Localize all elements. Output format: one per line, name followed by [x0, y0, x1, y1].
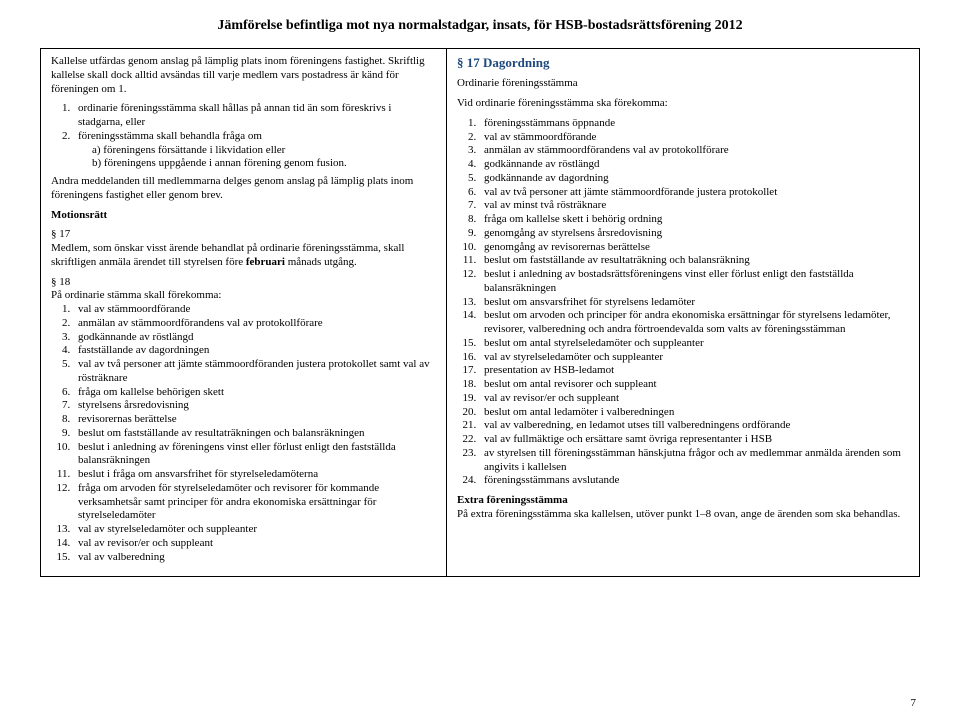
- page-title: Jämförelse befintliga mot nya normalstad…: [40, 18, 920, 34]
- list-item: val av revisor/er och suppleant: [479, 392, 909, 406]
- list-item: revisorernas berättelse: [73, 413, 436, 427]
- right-list: föreningsstämmans öppnandeval av stämmoo…: [457, 117, 909, 488]
- list-item: val av stämmoordförande: [73, 303, 436, 317]
- list-item: godkännande av dagordning: [479, 172, 909, 186]
- list-item: val av valberedning, en ledamot utses ti…: [479, 419, 909, 433]
- list-item: anmälan av stämmoordförandens val av pro…: [73, 317, 436, 331]
- list-item: föreningsstämmans öppnande: [479, 117, 909, 131]
- section-17: § 17 Medlem, som önskar visst ärende beh…: [51, 228, 436, 269]
- section-heading-motionsratt: Motionsrätt: [51, 209, 436, 223]
- list-item: anmälan av stämmoordförandens val av pro…: [479, 144, 909, 158]
- left-list-1: ordinarie föreningsstämma skall hållas p…: [51, 102, 436, 171]
- list-item: val av revisor/er och suppleant: [73, 537, 436, 551]
- left-p2: Andra meddelanden till medlemmarna delge…: [51, 175, 436, 203]
- list-item: föreningsstämmans avslutande: [479, 474, 909, 488]
- list-item: val av minst två rösträknare: [479, 199, 909, 213]
- list-item: beslut i anledning av föreningens vinst …: [73, 441, 436, 469]
- right-column: § 17 Dagordning Ordinarie föreningsstämm…: [447, 49, 919, 576]
- list-item: val av två personer att jämte stämmoordf…: [479, 186, 909, 200]
- list-item: fastställande av dagordningen: [73, 344, 436, 358]
- list-item: fråga om kallelse behörigen skett: [73, 386, 436, 400]
- section-18-lead: § 18 På ordinarie stämma skall förekomma…: [51, 276, 436, 304]
- extra-text: På extra föreningsstämma ska kallelsen, …: [457, 508, 900, 520]
- list-item: beslut om antal revisorer och suppleant: [479, 378, 909, 392]
- list-item: föreningsstämma skall behandla fråga om …: [73, 130, 436, 171]
- list-item: genomgång av styrelsens årsredovisning: [479, 227, 909, 241]
- list-item: presentation av HSB-ledamot: [479, 364, 909, 378]
- right-title: § 17 Dagordning: [457, 55, 909, 71]
- list-item: av styrelsen till föreningsstämman hänsk…: [479, 447, 909, 475]
- list-item: beslut om fastställande av resultaträkni…: [479, 254, 909, 268]
- list-item: fråga om arvoden för styrelseledamöter o…: [73, 482, 436, 523]
- section-text: månads utgång.: [285, 256, 357, 268]
- list-item: beslut om arvoden och principer för andr…: [479, 309, 909, 337]
- list-item-sub: b) föreningens uppgående i annan förenin…: [78, 157, 436, 171]
- list-item: val av stämmoordförande: [479, 131, 909, 145]
- list-item-label: föreningsstämma skall behandla fråga om: [78, 130, 262, 142]
- right-p2: Vid ordinarie föreningsstämma ska föreko…: [457, 97, 909, 111]
- list-item: val av styrelseledamöter och suppleanter: [73, 523, 436, 537]
- list-item-sub: a) föreningens försättande i likvidation…: [78, 144, 436, 158]
- list-item: beslut i fråga om ansvarsfrihet för styr…: [73, 468, 436, 482]
- list-item: val av två personer att jämte stämmoordf…: [73, 358, 436, 386]
- left-p1: Kallelse utfärdas genom anslag på lämpli…: [51, 55, 436, 96]
- list-item: val av valberedning: [73, 551, 436, 565]
- section-text-bold: februari: [246, 256, 285, 268]
- list-item: beslut om fastställande av resultaträkni…: [73, 427, 436, 441]
- right-p1: Ordinarie föreningsstämma: [457, 77, 909, 91]
- list-item: beslut om ansvarsfrihet för styrelsens l…: [479, 296, 909, 310]
- list-item: genomgång av revisorernas berättelse: [479, 241, 909, 255]
- section-number: § 17: [51, 228, 70, 240]
- left-section18-list: val av stämmoordförandeanmälan av stämmo…: [51, 303, 436, 564]
- extra-title: Extra föreningsstämma: [457, 494, 568, 506]
- list-item: ordinarie föreningsstämma skall hållas p…: [73, 102, 436, 130]
- list-item: godkännande av röstlängd: [479, 158, 909, 172]
- list-item: fråga om kallelse skett i behörig ordnin…: [479, 213, 909, 227]
- list-item: val av fullmäktige och ersättare samt öv…: [479, 433, 909, 447]
- list-item: beslut i anledning av bostadsrättsföreni…: [479, 268, 909, 296]
- page-number: 7: [911, 697, 917, 709]
- list-item: beslut om antal ledamöter i valberedning…: [479, 406, 909, 420]
- left-column: Kallelse utfärdas genom anslag på lämpli…: [41, 49, 447, 576]
- list-item: styrelsens årsredovisning: [73, 399, 436, 413]
- comparison-table: Kallelse utfärdas genom anslag på lämpli…: [40, 48, 920, 577]
- list-item: beslut om antal styrelseledamöter och su…: [479, 337, 909, 351]
- extra-heading: Extra föreningsstämma På extra förenings…: [457, 494, 909, 522]
- section-lead: På ordinarie stämma skall förekomma:: [51, 289, 221, 301]
- section-number: § 18: [51, 276, 70, 288]
- list-item: godkännande av röstlängd: [73, 331, 436, 345]
- list-item: val av styrelseledamöter och suppleanter: [479, 351, 909, 365]
